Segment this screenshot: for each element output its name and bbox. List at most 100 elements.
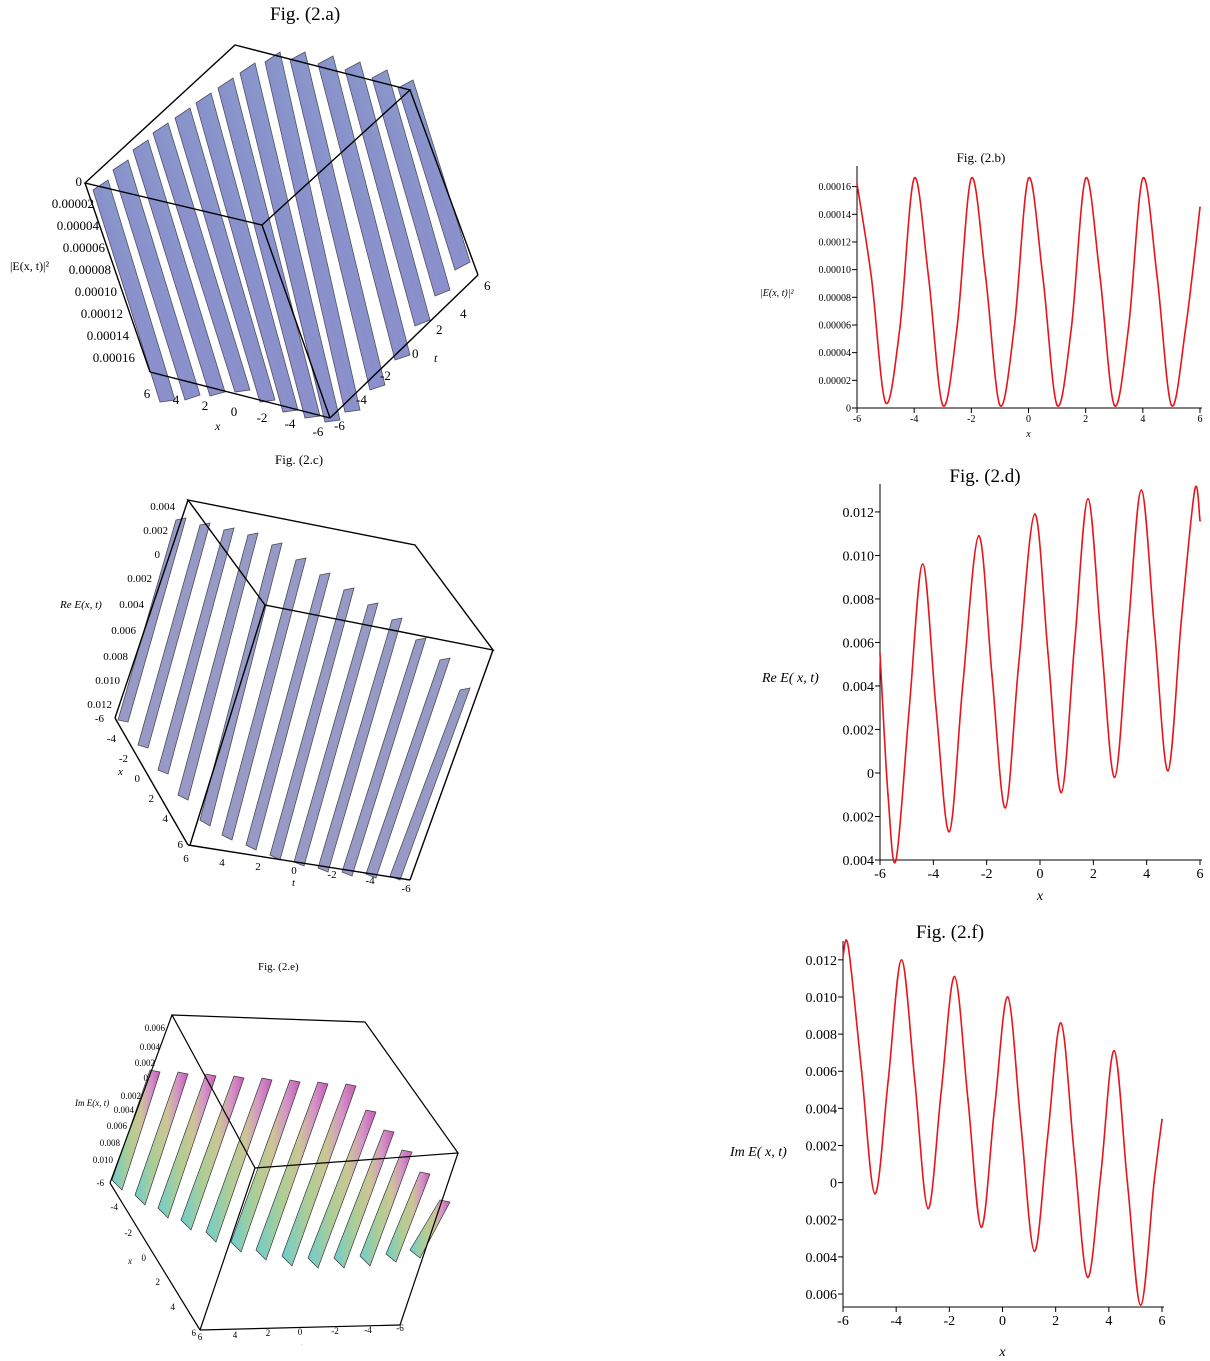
- fig-2a-xlabel: x: [214, 419, 221, 433]
- fig-d-xtick-label: -6: [874, 867, 886, 882]
- fig-2c-ztick: 0: [155, 549, 161, 561]
- fig-f-ytick-label: 0.006: [806, 1288, 838, 1303]
- fig-b-series-line: [856, 177, 1201, 407]
- fig-d-ytick-label: 0: [867, 767, 874, 782]
- fig-f-data-point: [927, 1207, 929, 1210]
- fig-d-xtick-label: -2: [981, 867, 993, 882]
- fig-b-data-point: [970, 177, 973, 180]
- fig-d-ylabel: Re E( x, t): [761, 671, 819, 686]
- fig-b-data-point: [898, 326, 901, 329]
- fig-d-data-point: [1047, 652, 1049, 655]
- fig-2e-ttick: 6: [198, 1332, 203, 1342]
- fig-2a-ttick: 6: [484, 278, 491, 293]
- fig-f-data-point: [1126, 1181, 1129, 1184]
- fig-b-ytick-label: 0.00004: [819, 348, 852, 359]
- fig-b-data-point: [1141, 177, 1144, 180]
- fig-f-data-point: [953, 975, 956, 978]
- fig-2a-ttick: 2: [436, 322, 443, 337]
- fig-d-data-point: [977, 534, 980, 537]
- fig-2c-xticks: -6 -4 -2 0 2 4 6: [95, 713, 184, 851]
- fig-2c-ttick: -4: [365, 875, 375, 887]
- fig-2c-title: Fig. (2.c): [275, 452, 324, 467]
- fig-b-ytick-label: 0.00014: [819, 210, 852, 221]
- fig-2a-ztick: 0: [76, 174, 83, 189]
- fig-2a-ridges: [92, 51, 471, 423]
- fig-f-data-point: [1046, 1135, 1049, 1138]
- fig-b-data-point: [1027, 177, 1030, 180]
- fig-d-data-point: [1193, 489, 1196, 492]
- fig-d-data-point: [1199, 519, 1201, 522]
- fig-2e-ttick: -2: [331, 1326, 339, 1336]
- fig-2a-xtick: -2: [257, 410, 268, 425]
- fig-f-xtick-label: 6: [1159, 1314, 1166, 1329]
- fig-2e-ztick: 0.006: [107, 1121, 128, 1131]
- fig-b-ytick-label: 0.00008: [819, 293, 852, 304]
- fig-2c-ztick: 0.010: [95, 675, 120, 687]
- fig-f-ytick-label: 0.006: [806, 1065, 838, 1080]
- fig-b-data-point: [1070, 326, 1073, 329]
- fig-b-title: Fig. (2.b): [957, 150, 1006, 165]
- fig-2a-xtick: 0: [231, 404, 238, 419]
- fig-f-series-line: [842, 939, 1163, 1306]
- fig-f-ytick-label: 0: [830, 1177, 837, 1192]
- fig-2a-ttick: -4: [356, 392, 367, 407]
- fig-2e-ttick: 4: [233, 1330, 238, 1340]
- fig-2c-xtick: 0: [135, 773, 141, 785]
- fig-2c-xtick: 6: [178, 839, 184, 851]
- fig-d-data-point: [1017, 663, 1020, 666]
- fig-2e-ztick: 0.006: [145, 1023, 166, 1033]
- fig-2a-xticks: 6 4 2 0 -2 -4 -6: [144, 386, 324, 439]
- fig-f-data-point: [980, 1226, 983, 1229]
- fig-2e-ztick: 0.004: [114, 1105, 135, 1115]
- fig-2e-ztick: 0: [144, 1073, 149, 1083]
- fig-2a-ztick: 0.00014: [87, 328, 130, 343]
- fig-f-ytick-label: 0.002: [806, 1214, 838, 1229]
- fig-f-data-point: [913, 1079, 916, 1082]
- fig-d-xlabel: x: [1036, 889, 1044, 904]
- fig-f-data-point: [860, 1070, 863, 1073]
- fig-f-ytick-label: 0.004: [806, 1251, 838, 1266]
- fig-2a-tlabel: t: [434, 351, 438, 365]
- fig-d-data-point: [879, 652, 881, 655]
- fig-b-data-point: [927, 275, 930, 278]
- fig-d-data-point: [948, 830, 951, 833]
- fig-2a-xtick: 4: [173, 392, 180, 407]
- fig-f-xtick-label: 4: [1105, 1314, 1112, 1329]
- fig-d-data-point: [1153, 630, 1156, 633]
- fig-2e-zlabel: Im E(x, t): [74, 1098, 109, 1108]
- fig-d-data-point: [1180, 619, 1183, 622]
- fig-f-data-point: [993, 1107, 996, 1110]
- fig-2c-xtick: -4: [107, 733, 117, 745]
- fig-b-xtick-label: -2: [967, 414, 975, 425]
- fig-2e-xtick: 2: [156, 1277, 161, 1287]
- fig-b-ytick-label: 0.00012: [819, 237, 852, 248]
- fig-2c-xtick: 4: [163, 813, 169, 825]
- fig-2a-ztick: 0.00012: [81, 306, 123, 321]
- fig-2c-zticks: 0.004 0.002 0 0.002 0.004 0.006 0.008 0.…: [87, 501, 175, 711]
- fig-f-xtick-label: -4: [890, 1314, 902, 1329]
- fig-2a-box: [83, 44, 479, 419]
- fig-b-ytick-label: 0.00006: [819, 320, 852, 331]
- fig-f-xtick-label: 2: [1052, 1314, 1059, 1329]
- fig-b-ylabel: |E(x, t)|²: [760, 288, 794, 299]
- fig-b-data-point: [1184, 326, 1187, 329]
- fig-2a-tticks: 6 4 2 0 -2 -4 -6: [334, 278, 491, 433]
- fig-f-data-point: [967, 1098, 969, 1100]
- fig-f-ytick-label: 0.008: [806, 1028, 838, 1043]
- fig-f-xtick-label: -2: [943, 1314, 955, 1329]
- fig-d-data-point: [935, 706, 937, 709]
- fig-2a-ttick: -2: [380, 368, 391, 383]
- fig-2a-xtick: -4: [285, 416, 296, 431]
- fig-2a-zticks: 0 0.00002 0.00004 0.00006 0.00008 0.0001…: [52, 174, 136, 365]
- fig-f-data-point: [1086, 1276, 1089, 1279]
- fig-d-data-point: [1073, 641, 1076, 644]
- fig-d-data-point: [1004, 806, 1007, 809]
- fig-f-data-point: [1033, 1250, 1036, 1253]
- fig-2e-ztick: 0.002: [135, 1058, 155, 1068]
- fig-2e-ttick: -6: [396, 1323, 404, 1333]
- fig-2e-xtick: 6: [192, 1328, 197, 1338]
- fig-2e-ttick: -4: [364, 1325, 372, 1335]
- fig-f-data-point: [1020, 1126, 1023, 1128]
- fig-b-data-point: [1084, 177, 1087, 180]
- fig-b-data-point: [1170, 404, 1173, 407]
